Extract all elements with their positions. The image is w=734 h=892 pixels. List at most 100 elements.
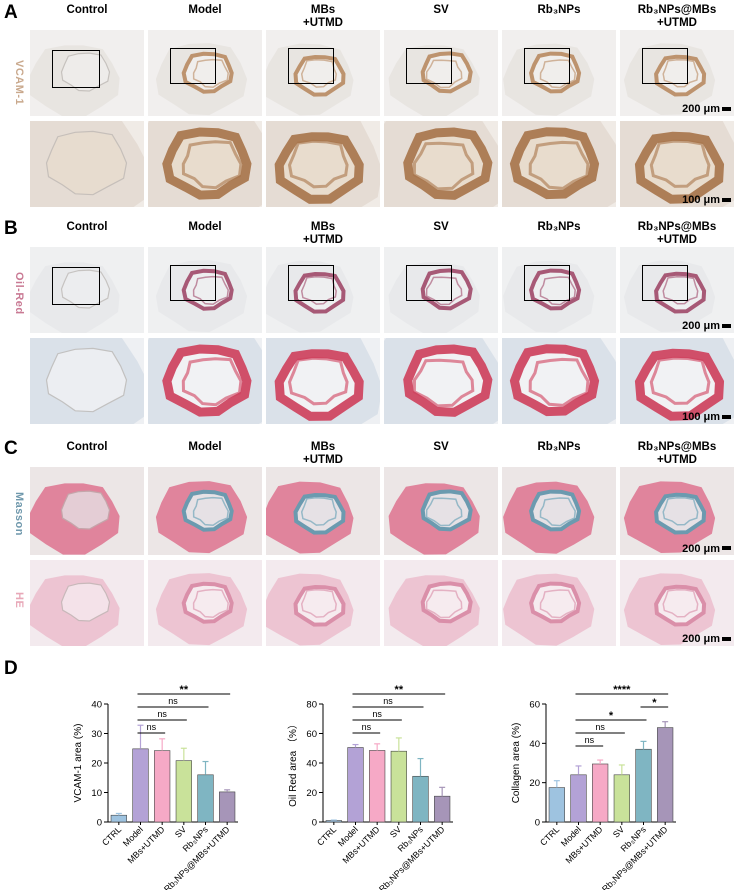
significance-label: ns — [372, 709, 382, 719]
significance-label: ns — [595, 722, 605, 732]
scale-label-b-top: 200 μm — [682, 320, 720, 332]
column-label-rb3nps-mbs-utmd: Rb₃NPs@MBs +UTMD — [637, 221, 717, 246]
collagen-area-chart: Collagen area (%)0204060CTRLModelMBs+UTM… — [511, 684, 676, 890]
scale-label-c-bottom: 200 μm — [682, 633, 720, 645]
bar-3 — [390, 750, 407, 823]
significance-label: * — [609, 710, 614, 722]
column-label-rb3nps-mbs-utmd: Rb₃NPs@MBs +UTMD — [637, 4, 717, 29]
bar-1 — [132, 748, 149, 823]
micrograph-tile — [148, 30, 262, 116]
stain-label-oil-red: Oil-Red — [13, 272, 25, 315]
micrograph-tile — [502, 247, 616, 333]
region-of-interest-box — [170, 48, 216, 84]
column-label-control: Control — [66, 4, 108, 16]
stain-label-vcam: VCAM-1 — [13, 60, 25, 106]
micrograph-tile — [266, 121, 380, 207]
micrograph-tile — [148, 338, 262, 424]
micrograph-tile — [30, 121, 144, 207]
column-label-mbs-utmd: MBs +UTMD — [303, 441, 343, 466]
micrograph-tile — [30, 560, 144, 646]
micrograph-tile — [30, 338, 144, 424]
scale-bar — [722, 415, 731, 419]
bar-5 — [657, 727, 674, 823]
y-tick-label: 40 — [91, 700, 102, 711]
micrograph-tile — [384, 338, 498, 424]
micrograph-tile — [384, 30, 498, 116]
scale-bar — [722, 637, 731, 641]
column-label-sv: SV — [433, 221, 449, 233]
scale-bar — [722, 198, 731, 202]
micrograph-tile — [620, 467, 734, 555]
bar-4 — [635, 748, 652, 823]
scale-bar — [722, 546, 731, 550]
region-of-interest-box — [288, 265, 334, 301]
column-label-rb3nps: Rb₃NPs — [537, 221, 581, 233]
y-tick-label: 10 — [91, 788, 102, 799]
bar-4 — [412, 775, 429, 823]
y-tick-label: 20 — [529, 778, 540, 789]
micrograph-tile — [266, 560, 380, 646]
micrograph-tile — [502, 467, 616, 555]
column-label-control: Control — [66, 441, 108, 453]
micrograph-tile — [384, 467, 498, 555]
bar-1 — [347, 747, 364, 823]
micrograph-tile — [502, 338, 616, 424]
bar-5 — [219, 791, 236, 823]
significance-label: **** — [613, 684, 631, 696]
region-of-interest-box — [288, 48, 334, 84]
micrograph-tile — [30, 467, 144, 555]
micrograph-tile — [148, 467, 262, 555]
region-of-interest-box — [642, 265, 688, 301]
micrograph-tile — [266, 338, 380, 424]
micrograph-tile — [148, 121, 262, 207]
stain-label-masson: Masson — [13, 492, 25, 536]
bar-4 — [197, 774, 214, 823]
x-tick-label: CTRL — [315, 824, 338, 847]
bar-2 — [369, 750, 386, 823]
column-label-sv: SV — [433, 441, 449, 453]
region-of-interest-box — [406, 265, 452, 301]
column-label-model: Model — [188, 4, 222, 16]
significance-label: ** — [180, 684, 189, 696]
x-tick-label: SV — [611, 824, 626, 839]
bar-1 — [570, 774, 587, 823]
significance-label: ns — [168, 696, 178, 706]
micrograph-tile — [384, 121, 498, 207]
micrograph-tile — [266, 467, 380, 555]
panel-letter-d: D — [4, 658, 18, 679]
significance-label: ns — [585, 735, 595, 745]
bar-3 — [175, 760, 192, 823]
x-tick-label: SV — [173, 824, 188, 839]
scale-bar — [722, 107, 731, 111]
significance-label: ns — [147, 722, 157, 732]
bar-0 — [548, 787, 565, 823]
y-tick-label: 20 — [91, 759, 102, 770]
y-axis-label: VCAM-1 area (%) — [73, 724, 84, 803]
scale-bar — [722, 324, 731, 328]
y-tick-label: 0 — [97, 818, 102, 829]
y-tick-label: 20 — [306, 788, 317, 799]
bar-2 — [592, 763, 609, 823]
region-of-interest-box — [524, 265, 570, 301]
y-tick-label: 80 — [306, 700, 317, 711]
y-tick-label: 40 — [529, 739, 540, 750]
stain-label-he: HE — [13, 592, 25, 609]
x-tick-label: CTRL — [100, 824, 123, 847]
y-tick-label: 30 — [91, 729, 102, 740]
micrograph-tile — [266, 247, 380, 333]
region-of-interest-box — [524, 48, 570, 84]
bar-2 — [154, 750, 171, 823]
micrograph-tile — [384, 560, 498, 646]
y-tick-label: 0 — [312, 818, 317, 829]
y-axis-label: Collagen area (%) — [511, 723, 522, 804]
significance-label: ns — [362, 722, 372, 732]
significance-label: ns — [157, 709, 167, 719]
micrograph-tile — [620, 560, 734, 646]
scale-label-c-top: 200 μm — [682, 543, 720, 555]
micrograph-tile — [620, 121, 734, 207]
region-of-interest-box — [52, 50, 100, 88]
micrograph-tile — [30, 30, 144, 116]
micrograph-tile — [502, 121, 616, 207]
micrograph-tile — [384, 247, 498, 333]
micrograph-tile — [148, 247, 262, 333]
